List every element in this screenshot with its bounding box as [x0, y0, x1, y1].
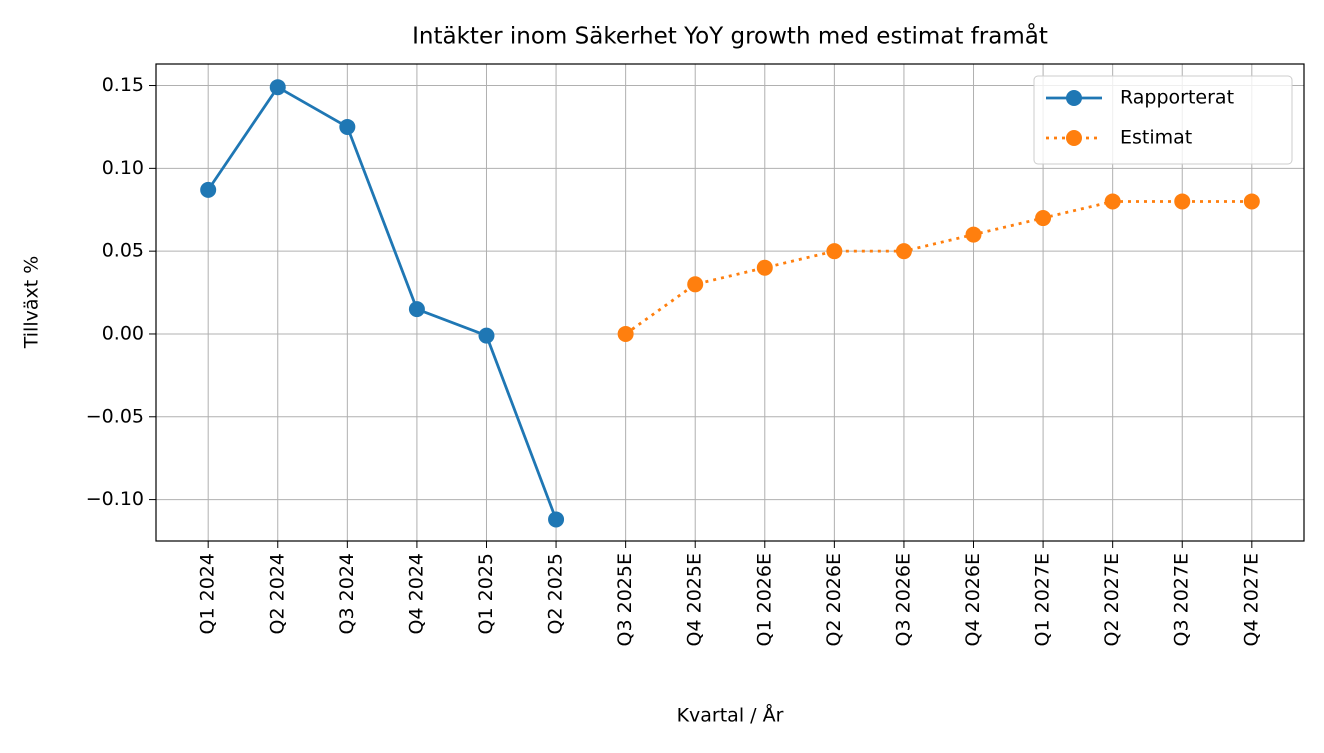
y-tick-label: 0.15 — [102, 74, 144, 96]
y-tick-label: −0.10 — [86, 488, 144, 510]
data-point — [826, 243, 843, 260]
y-tick-label: 0.00 — [102, 322, 144, 344]
x-tick-label: Q2 2024 — [266, 553, 288, 634]
x-axis-label: Kvartal / År — [677, 704, 784, 727]
legend-label: Estimat — [1120, 127, 1192, 149]
y-axis-label: Tillväxt % — [21, 256, 43, 350]
y-tick-label: 0.10 — [102, 157, 144, 179]
x-tick-label: Q4 2024 — [405, 553, 427, 634]
data-point — [756, 259, 773, 276]
y-tick-label: −0.05 — [86, 405, 144, 427]
x-tick-label: Q3 2026E — [892, 553, 914, 646]
chart-title: Intäkter inom Säkerhet YoY growth med es… — [412, 22, 1048, 50]
data-point — [200, 181, 217, 198]
x-tick-label: Q1 2026E — [753, 553, 775, 646]
x-tick-label: Q4 2026E — [962, 553, 984, 646]
data-point — [687, 276, 704, 293]
x-tick-label: Q2 2025 — [545, 553, 567, 634]
x-tick-label: Q1 2024 — [197, 553, 219, 634]
data-point — [1174, 193, 1191, 210]
data-point — [617, 325, 634, 342]
plot-frame — [155, 63, 1305, 542]
data-point — [269, 79, 286, 96]
data-point — [965, 226, 982, 243]
x-tick-label: Q1 2025 — [475, 553, 497, 634]
y-tick-label: 0.05 — [102, 240, 144, 262]
legend-marker — [1066, 90, 1082, 106]
data-point — [1104, 193, 1121, 210]
x-tick-label: Q2 2027E — [1101, 553, 1123, 646]
legend-label: Rapporterat — [1120, 87, 1234, 109]
series-line — [624, 200, 1252, 336]
x-tick-label: Q3 2025E — [614, 553, 636, 646]
data-point — [1243, 193, 1260, 210]
x-tick-label: Q4 2025E — [684, 553, 706, 646]
data-point — [895, 243, 912, 260]
x-tick-label: Q3 2024 — [336, 553, 358, 634]
x-tick-label: Q4 2027E — [1240, 553, 1262, 646]
x-tick-label: Q2 2026E — [823, 553, 845, 646]
x-tick-label: Q1 2027E — [1032, 553, 1054, 646]
data-point — [478, 327, 495, 344]
x-tick-label: Q3 2027E — [1171, 553, 1193, 646]
legend-marker — [1066, 130, 1082, 146]
data-point — [1035, 210, 1052, 227]
series-line — [207, 85, 558, 520]
data-point — [408, 301, 425, 318]
data-point — [339, 118, 356, 135]
data-point — [548, 511, 565, 528]
